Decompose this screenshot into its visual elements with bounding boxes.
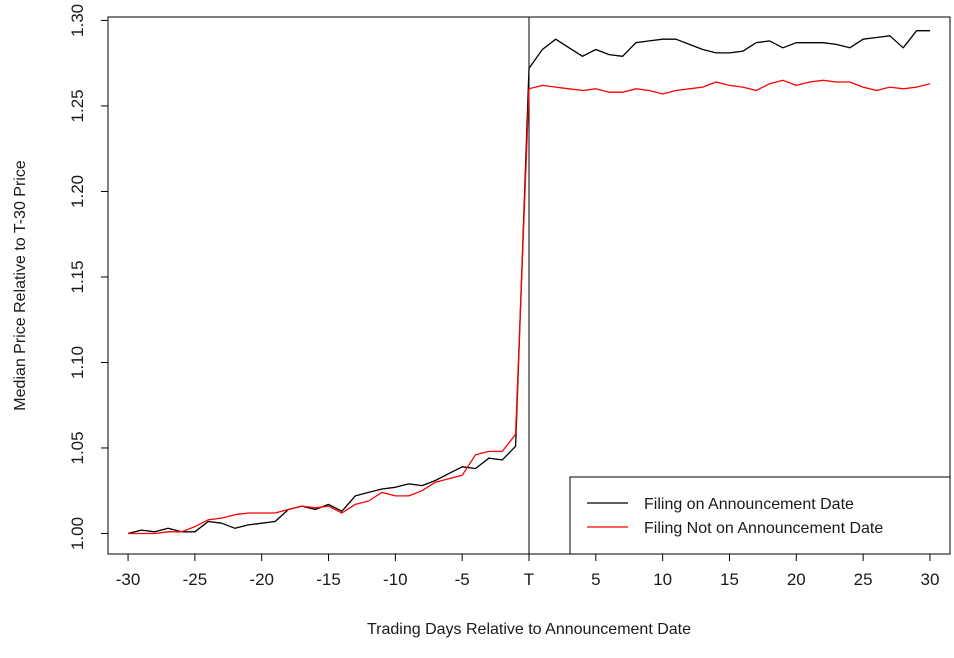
- x-tick-label: -15: [316, 570, 341, 589]
- x-tick-label: -5: [455, 570, 470, 589]
- legend-label-2: Filing Not on Announcement Date: [644, 520, 883, 537]
- y-tick-label: 1.30: [68, 4, 87, 37]
- series-layer: [127, 30, 931, 535]
- y-tick-label: 1.00: [68, 517, 87, 550]
- y-tick-label: 1.15: [68, 260, 87, 293]
- y-tick-label: 1.10: [68, 346, 87, 379]
- legend: Filing on Announcement Date Filing Not on…: [569, 476, 951, 555]
- x-tick-label: T: [524, 570, 534, 589]
- x-tick-label: -25: [183, 570, 208, 589]
- x-tick-label: -10: [383, 570, 408, 589]
- series-line-2: [128, 79, 931, 535]
- y-tick-label: 1.25: [68, 89, 87, 122]
- x-tick-label: 25: [854, 570, 873, 589]
- series-line-1: [127, 30, 930, 535]
- y-tick-label: 1.05: [68, 431, 87, 464]
- y-axis-title: Median Price Relative to T-30 Price: [12, 160, 29, 411]
- x-tick-label: -30: [116, 570, 141, 589]
- x-axis-title: Trading Days Relative to Announcement Da…: [367, 621, 691, 638]
- legend-box: [569, 476, 951, 555]
- x-tick-label: 30: [920, 570, 939, 589]
- y-axis: 1.00 1.05 1.10 1.15 1.20 1.25 1.30: [68, 4, 108, 550]
- y-tick-label: 1.20: [68, 175, 87, 208]
- x-axis: -30 -25 -20 -15 -10 -5 T 5 10 15 20 25 30: [116, 554, 939, 589]
- x-tick-label: 20: [787, 570, 806, 589]
- x-tick-label: 15: [720, 570, 739, 589]
- x-tick-label: -20: [249, 570, 274, 589]
- legend-label-1: Filing on Announcement Date: [644, 496, 854, 513]
- x-tick-label: 10: [653, 570, 672, 589]
- x-tick-label: 5: [591, 570, 600, 589]
